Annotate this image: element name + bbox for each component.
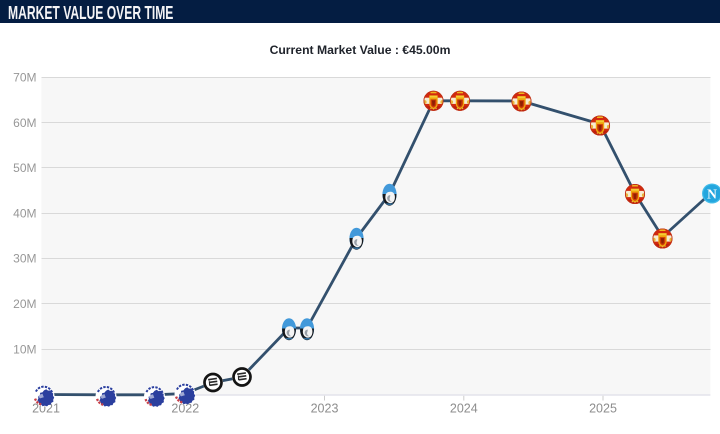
svg-text:2024: 2024 bbox=[450, 402, 478, 416]
svg-text:30M: 30M bbox=[13, 252, 36, 266]
svg-text:40M: 40M bbox=[13, 206, 36, 220]
svg-text:20M: 20M bbox=[13, 297, 36, 311]
svg-text:10M: 10M bbox=[13, 342, 36, 356]
svg-text:2025: 2025 bbox=[589, 402, 617, 416]
svg-text:2022: 2022 bbox=[171, 402, 199, 416]
svg-text:50M: 50M bbox=[13, 161, 36, 175]
svg-text:2023: 2023 bbox=[311, 402, 339, 416]
svg-text:70M: 70M bbox=[13, 71, 36, 85]
svg-text:60M: 60M bbox=[13, 116, 36, 130]
